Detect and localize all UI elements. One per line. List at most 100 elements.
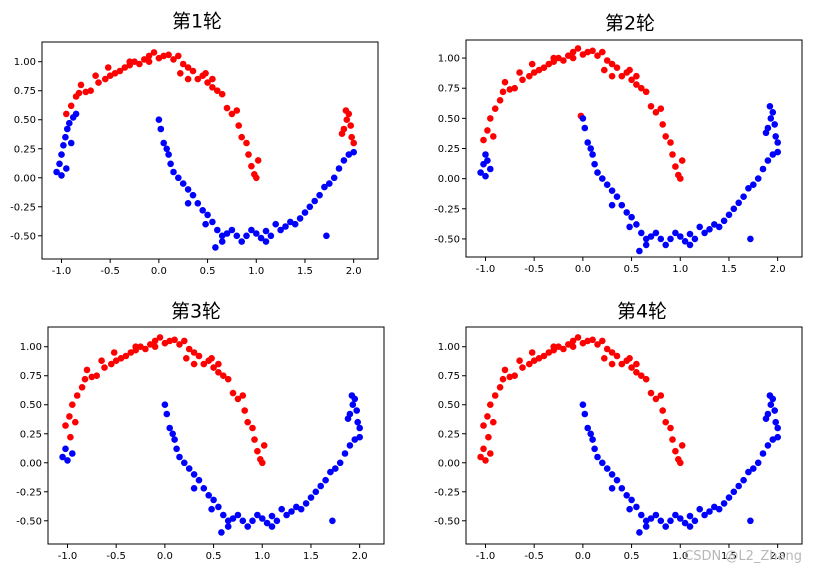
x-tick-label-1-0: -1.0: [52, 266, 72, 277]
point-red-1-40: [252, 174, 260, 182]
point-red-4-40: [659, 407, 666, 414]
point-blue-1-8: [72, 110, 80, 118]
point-blue-2-50: [636, 247, 643, 255]
point-red-3-4: [78, 384, 86, 391]
point-blue-2-58: [767, 115, 775, 122]
point-red-3-50: [190, 360, 198, 368]
point-blue-1-49: [321, 183, 328, 191]
point-blue-1-25: [204, 211, 211, 219]
point-red-3-25: [185, 345, 193, 353]
point-red-3-36: [241, 407, 248, 414]
point-red-2-37: [662, 133, 669, 140]
chart-title-2: 第2轮: [605, 13, 655, 35]
x-tick-label-3-1: -0.5: [106, 551, 126, 562]
point-blue-1-36: [257, 234, 265, 242]
point-red-1-44: [104, 64, 112, 71]
point-red-1-9: [111, 70, 119, 77]
point-blue-1-5: [64, 125, 71, 133]
point-red-2-5: [499, 88, 507, 96]
point-blue-3-37: [307, 494, 315, 501]
point-red-2-1: [484, 127, 491, 134]
point-red-3-40: [254, 447, 261, 455]
point-blue-1-17: [167, 160, 174, 168]
point-blue-1-58: [323, 232, 330, 240]
point-blue-4-12: [623, 492, 630, 499]
point-blue-2-4: [482, 172, 489, 180]
point-blue-3-43: [336, 459, 344, 467]
point-blue-3-6: [166, 424, 173, 432]
point-red-1-14: [136, 60, 143, 68]
point-blue-2-38: [720, 217, 728, 225]
x-tick-label-2-3: 0.5: [624, 264, 640, 275]
point-red-2-22: [589, 47, 596, 55]
point-red-4-0: [477, 453, 484, 461]
point-red-4-52: [569, 343, 577, 351]
point-blue-2-55: [686, 241, 694, 249]
point-red-4-53: [601, 355, 608, 362]
point-blue-4-3: [587, 430, 594, 438]
point-red-2-49: [601, 66, 608, 74]
x-tick-label-4-1: -0.5: [524, 551, 544, 562]
x-tick-label-3-5: 1.5: [303, 551, 319, 562]
point-blue-2-49: [774, 148, 781, 156]
point-blue-4-9: [608, 471, 616, 478]
point-blue-2-47: [764, 157, 772, 164]
point-blue-2-14: [603, 181, 611, 188]
point-blue-3-10: [176, 453, 183, 461]
point-red-1-57: [348, 133, 356, 141]
point-blue-4-39: [754, 459, 762, 467]
point-blue-4-10: [613, 476, 621, 484]
point-red-1-26: [194, 75, 202, 83]
point-red-4-46: [677, 459, 684, 467]
point-red-1-13: [131, 58, 138, 65]
point-red-2-46: [528, 60, 536, 68]
point-red-3-53: [224, 375, 232, 383]
point-blue-1-60: [202, 220, 209, 228]
point-red-1-25: [189, 67, 197, 75]
point-blue-4-54: [771, 407, 778, 414]
x-tick-label-4-6: 2.0: [770, 551, 786, 562]
point-blue-4-42: [769, 436, 777, 443]
point-blue-1-16: [165, 151, 172, 158]
point-red-1-21: [170, 56, 177, 63]
point-blue-4-55: [772, 418, 779, 426]
point-blue-3-56: [349, 401, 357, 409]
point-red-1-23: [179, 60, 187, 68]
point-blue-4-45: [642, 523, 650, 530]
point-blue-3-27: [259, 515, 266, 522]
point-red-3-48: [151, 343, 159, 351]
y-tick-label-1-6: 1.00: [14, 57, 36, 68]
point-blue-3-52: [208, 505, 215, 513]
point-blue-1-48: [316, 191, 323, 199]
point-blue-4-2: [584, 424, 591, 432]
point-blue-1-2: [58, 151, 65, 158]
point-red-4-5: [484, 413, 491, 420]
point-red-1-33: [233, 107, 241, 114]
point-red-1-3: [75, 89, 83, 97]
point-red-1-17: [150, 49, 158, 56]
point-blue-1-11: [67, 139, 75, 147]
point-red-2-55: [490, 133, 497, 140]
point-blue-3-51: [190, 485, 198, 492]
y-tick-label-2-6: 1.00: [438, 54, 460, 65]
point-blue-3-38: [312, 488, 320, 496]
y-tick-label-2-3: 0.25: [438, 144, 460, 155]
point-blue-3-16: [205, 492, 212, 499]
point-blue-2-33: [696, 223, 703, 231]
y-tick-label-2-0: -0.50: [434, 234, 460, 245]
point-blue-1-51: [330, 174, 338, 182]
point-blue-2-54: [626, 223, 633, 231]
point-blue-4-36: [740, 476, 747, 484]
x-tick-label-4-3: 0.5: [624, 551, 640, 562]
point-red-3-3: [73, 392, 81, 399]
point-blue-4-1: [581, 410, 589, 418]
point-blue-4-38: [750, 465, 757, 472]
axes-frame-1: [41, 41, 379, 260]
point-red-2-33: [647, 103, 655, 110]
point-blue-3-29: [268, 512, 276, 520]
point-blue-2-2: [482, 151, 489, 158]
point-blue-2-42: [740, 193, 747, 200]
point-blue-4-46: [747, 517, 754, 525]
point-blue-4-51: [764, 410, 772, 418]
